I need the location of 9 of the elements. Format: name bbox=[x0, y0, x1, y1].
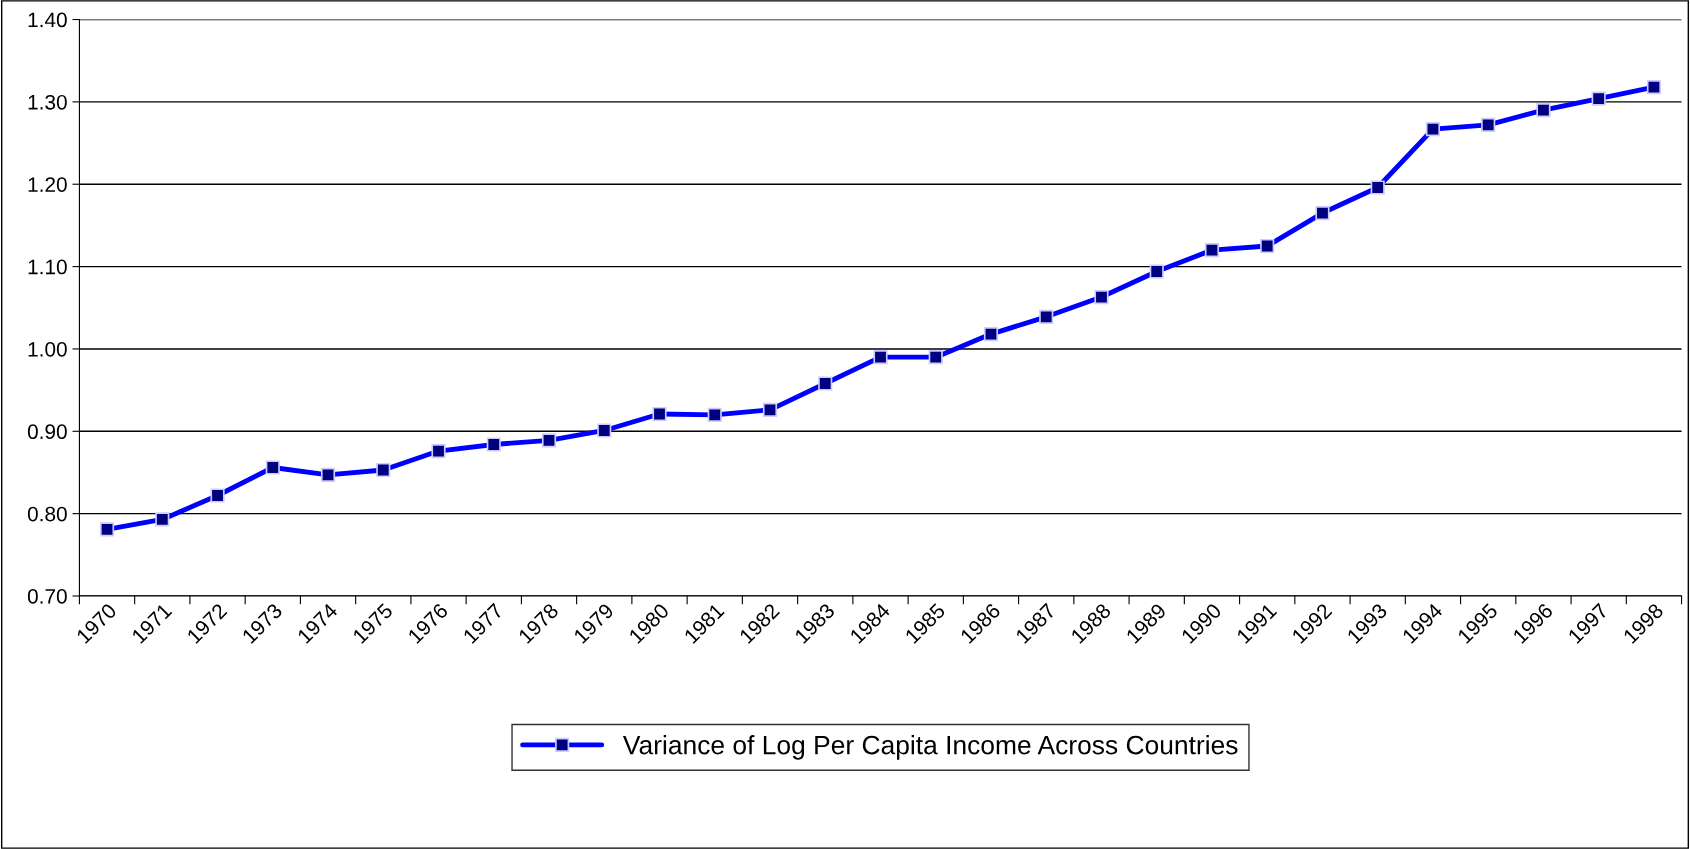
y-tick-label: 1.40 bbox=[28, 12, 67, 28]
y-tick-label: 0.80 bbox=[27, 506, 67, 522]
y-tick-label: 1.00 bbox=[28, 341, 67, 357]
y-tick-label: 1.20 bbox=[28, 177, 67, 192]
legend-label: Variance of Log Per Capita Income Across Countries bbox=[622, 735, 1238, 760]
y-tick-label: 1.30 bbox=[28, 94, 67, 110]
y-tick-label: 0.90 bbox=[27, 424, 67, 440]
y-tick-label: 0.70 bbox=[27, 589, 67, 604]
y-tick-label: 1.10 bbox=[28, 259, 67, 275]
